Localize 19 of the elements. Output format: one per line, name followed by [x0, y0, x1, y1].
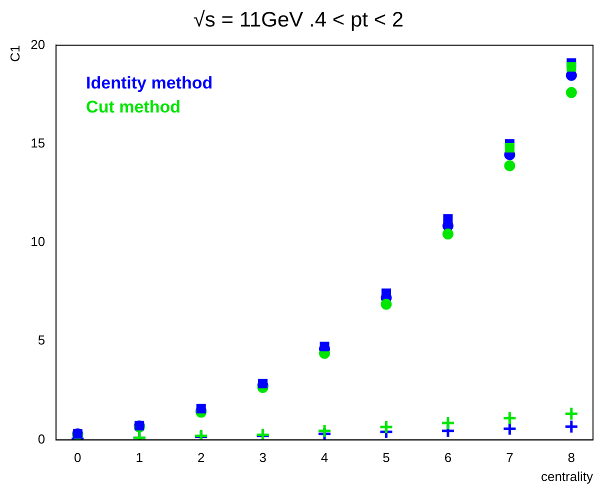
y-tick-label: 20	[30, 36, 46, 52]
y-tick-label: 5	[38, 332, 46, 348]
text: Cut method	[86, 97, 180, 116]
x-tick-label: 2	[197, 450, 205, 466]
y-tick-label: 10	[30, 234, 46, 250]
x-tick-label: 1	[136, 450, 143, 466]
x-tick-label: 8	[568, 450, 576, 466]
y-tick-label: 0	[38, 431, 46, 446]
x-axis-title: centrality	[540, 468, 594, 484]
x-tick-label: 6	[444, 450, 452, 466]
text: Identity method	[86, 73, 213, 92]
chart-title: √s = 11GeV .4 < pt < 2	[193, 8, 404, 32]
y-axis-title: C1	[7, 45, 22, 62]
y-tick-label: 15	[30, 135, 46, 150]
x-tick-label: 4	[320, 450, 328, 466]
x-tick-label: 3	[259, 450, 266, 466]
x-tick-label: 7	[506, 450, 514, 466]
x-tick-label: 5	[382, 450, 390, 466]
x-tick-label: 0	[74, 450, 82, 466]
